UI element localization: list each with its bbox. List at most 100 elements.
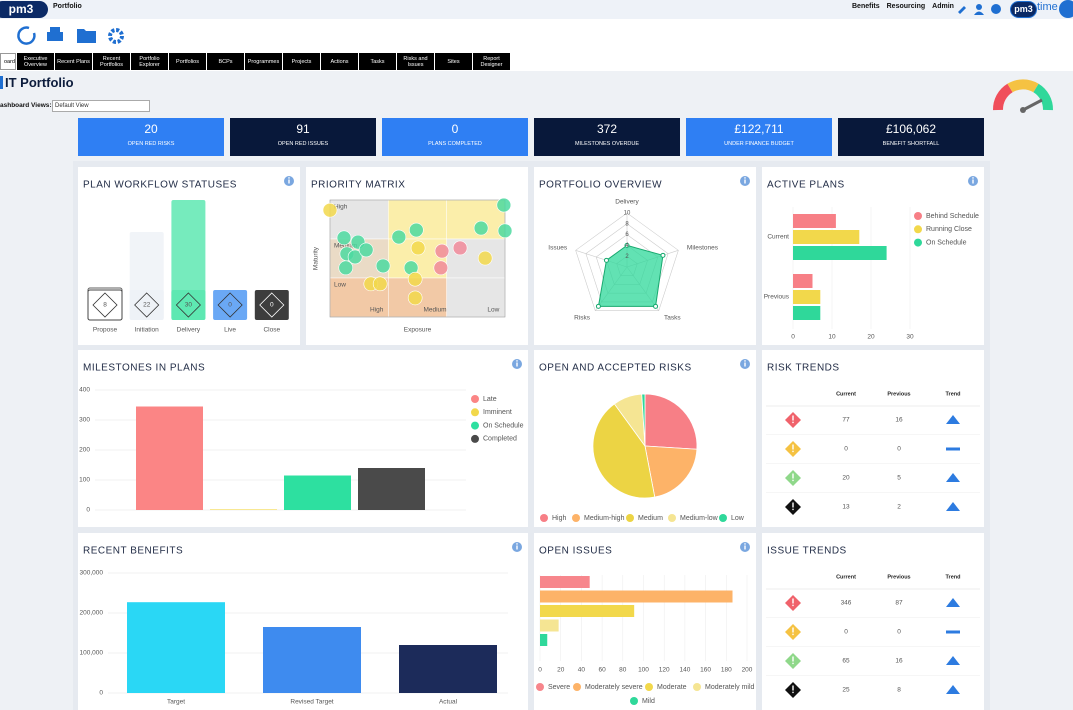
widget-title: ACTIVE PLANS <box>767 180 845 191</box>
header-icons <box>958 0 1073 18</box>
brand-logo: pm3 <box>1010 1 1037 18</box>
profile-icon[interactable] <box>1059 0 1073 18</box>
matrix-bubble <box>497 223 513 239</box>
legend-label: Medium <box>638 515 663 522</box>
widget-bg <box>534 533 756 710</box>
matrix-bubble <box>322 202 338 218</box>
info-icon[interactable] <box>512 542 522 552</box>
nav-link[interactable]: Resourcing <box>886 3 926 10</box>
legend-label: Medium-high <box>584 515 625 522</box>
radar-axis-label: Milestones <box>687 244 719 251</box>
info-icon[interactable] <box>284 176 294 186</box>
radar-tick-label: 4 <box>625 243 629 249</box>
widget: PORTFOLIO OVERVIEW Delivery Milestones Task… <box>534 167 756 345</box>
tab[interactable]: Tasks <box>359 53 396 70</box>
tab[interactable]: Recent Plans <box>55 53 92 70</box>
nav-link[interactable]: Admin <box>932 3 954 10</box>
trend-up <box>946 598 960 607</box>
kpi-value: 91 <box>296 122 310 136</box>
matrix-bubble <box>372 276 388 292</box>
kpi-label: BENEFIT SHORTFALL <box>882 141 940 147</box>
y-axis-title: Maturity <box>313 246 320 270</box>
bar <box>540 605 635 617</box>
tab[interactable]: BCPs <box>207 53 244 70</box>
bar <box>399 645 497 693</box>
column-header: Trend <box>946 391 961 397</box>
x-tick-label: 40 <box>578 667 586 674</box>
info-icon[interactable] <box>740 359 750 369</box>
help-icon[interactable] <box>991 4 1001 14</box>
tab[interactable]: Report Designer <box>473 53 510 70</box>
gauge-red <box>993 83 1013 111</box>
settings-icon[interactable] <box>108 28 124 44</box>
y-label: High <box>334 204 348 211</box>
gauge-needle <box>1022 98 1043 112</box>
widget: MILESTONES IN PLANS 0 100 200 300 400 Late Immi… <box>78 350 528 527</box>
print-icon[interactable] <box>47 32 63 41</box>
previous-value: 16 <box>895 658 903 665</box>
x-tick-label: 60 <box>598 667 606 674</box>
info-dot <box>516 360 518 362</box>
legend-label: Low <box>731 515 745 522</box>
folder-icon[interactable] <box>77 29 96 43</box>
previous-value: 8 <box>897 687 901 694</box>
x-tick-label: 100 <box>638 667 649 674</box>
radar-point <box>603 257 609 263</box>
pie-slice <box>592 403 656 499</box>
status-icon-mark <box>792 473 794 479</box>
matrix-bubble <box>496 197 512 213</box>
refresh-icon[interactable] <box>17 26 36 45</box>
column-header: Current <box>836 574 856 580</box>
info-glyph <box>744 545 746 550</box>
x-tick-label: 30 <box>906 334 914 341</box>
x-tick-label: 0 <box>538 667 542 674</box>
radar-tick-label: 6 <box>625 232 629 238</box>
tab[interactable]: Executive Overview <box>17 53 54 70</box>
radar-ring <box>575 212 679 311</box>
status-icon-mark <box>792 502 794 508</box>
tab[interactable]: Portfolios <box>169 53 206 70</box>
tab[interactable]: Actions <box>321 53 358 70</box>
tab[interactable]: Recent Portfolios <box>93 53 130 70</box>
x-tick-label: Actual <box>439 699 458 706</box>
radar-axis-label: Tasks <box>664 315 681 322</box>
nav-link[interactable]: Benefits <box>852 3 880 10</box>
widget-title: OPEN ISSUES <box>539 546 612 557</box>
kpi-card: 0 PLANS COMPLETED <box>382 118 528 156</box>
tab[interactable]: Sites <box>435 53 472 70</box>
brand-word: time <box>1037 1 1058 13</box>
status-badge <box>213 290 248 320</box>
logo[interactable]: pm3 <box>0 1 48 18</box>
matrix-bubble <box>336 230 352 246</box>
widget: OPEN ISSUES 0 20 40 60 80 100 120 140 160 180 200 Se… <box>534 533 756 710</box>
matrix-bubble <box>347 249 363 265</box>
status-value: 0 <box>228 302 232 309</box>
category-label: Previous <box>764 294 790 301</box>
bar <box>793 246 887 260</box>
tab[interactable]: Projects <box>283 53 320 70</box>
tab[interactable]: Programmes <box>245 53 282 70</box>
kpi-label: OPEN RED ISSUES <box>277 141 329 147</box>
info-icon[interactable] <box>740 542 750 552</box>
matrix-bubble <box>407 290 423 306</box>
status-icon-mark <box>792 444 794 450</box>
tab[interactable]: Portfolio Explorer <box>131 53 168 70</box>
info-icon[interactable] <box>968 176 978 186</box>
legend-label: Imminent <box>483 409 512 416</box>
info-icon[interactable] <box>740 176 750 186</box>
views-select[interactable]: Default View <box>52 100 150 112</box>
wrench-icon[interactable] <box>958 4 966 14</box>
category-label: Current <box>767 234 789 241</box>
radar-axis-label: Issues <box>548 244 568 251</box>
x-label: High <box>370 307 384 314</box>
info-glyph <box>516 545 518 550</box>
widget-bg <box>762 350 984 527</box>
status-icon-dot <box>792 604 794 607</box>
legend-swatch <box>626 514 634 522</box>
user-icon[interactable] <box>976 4 982 10</box>
tab[interactable]: Risks and Issues <box>397 53 434 70</box>
print-icon-top <box>50 27 60 32</box>
widget: ISSUE TRENDS Current Previous Trend 346 87 0 0 6… <box>762 533 984 710</box>
tab[interactable]: oard <box>0 53 16 70</box>
info-icon[interactable] <box>512 359 522 369</box>
